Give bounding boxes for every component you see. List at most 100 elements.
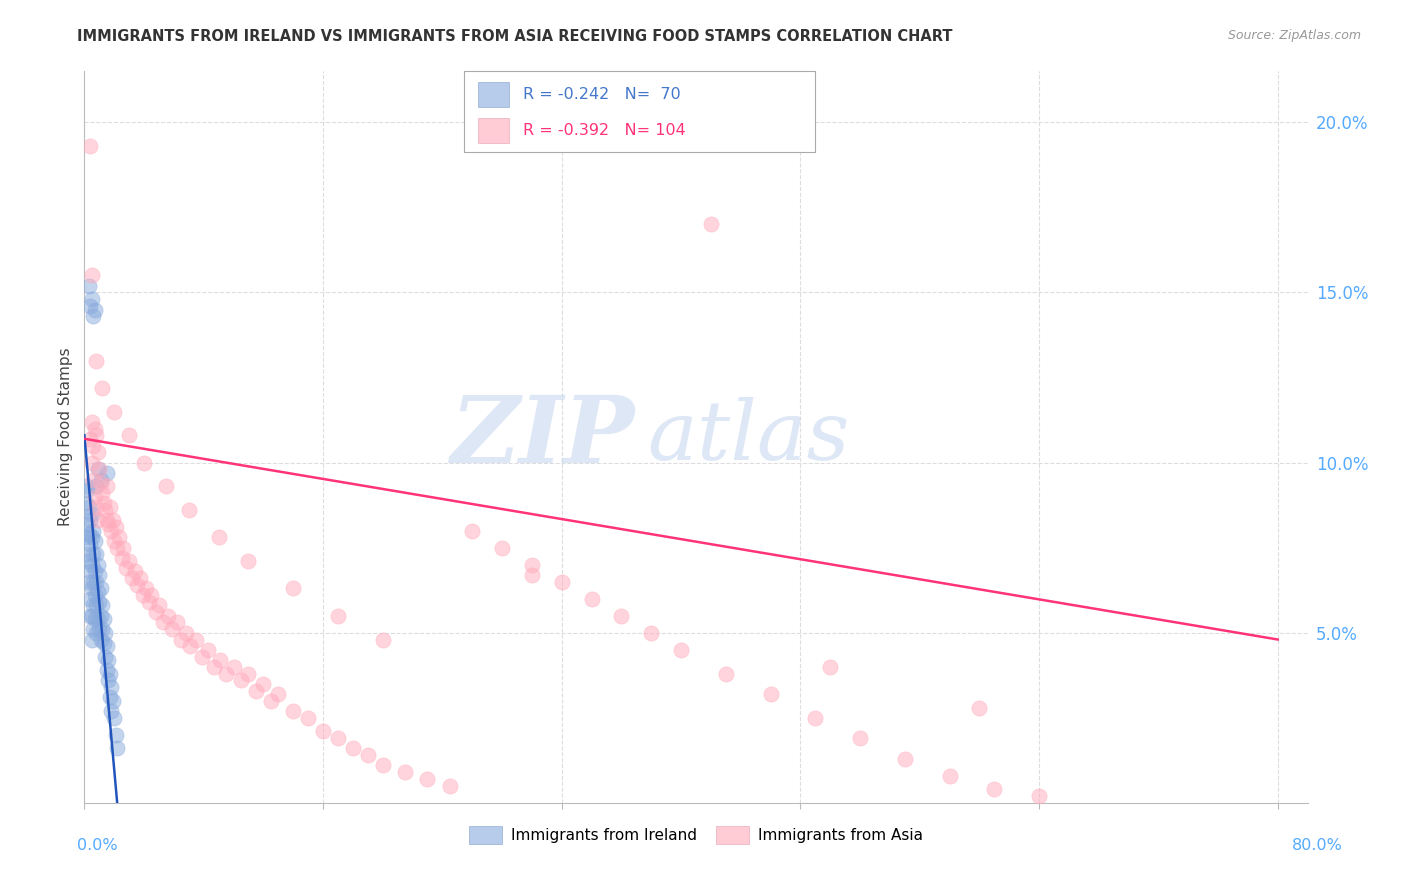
Point [267, 687, 290, 701]
Point [138, 595, 160, 609]
Point [80, 456, 103, 470]
Text: Source: ZipAtlas.com: Source: ZipAtlas.com [1227, 29, 1361, 42]
Legend: Immigrants from Ireland, Immigrants from Asia: Immigrants from Ireland, Immigrants from… [463, 820, 929, 850]
Point [80, 632, 103, 647]
Text: IMMIGRANTS FROM IRELAND VS IMMIGRANTS FROM ASIA RECEIVING FOOD STAMPS CORRELATIO: IMMIGRANTS FROM IRELAND VS IMMIGRANTS FR… [77, 29, 953, 44]
Point [202, 659, 225, 673]
Point [94, 503, 117, 517]
Text: R = -0.392   N= 104: R = -0.392 N= 104 [523, 123, 686, 137]
Point [90, 608, 112, 623]
Point [89, 622, 111, 636]
Point [90, 473, 112, 487]
Point [209, 653, 232, 667]
Point [98, 666, 121, 681]
Text: R = -0.242   N=  70: R = -0.242 N= 70 [523, 87, 681, 102]
Point [79, 513, 101, 527]
Point [103, 533, 125, 548]
Point [222, 659, 245, 673]
Point [461, 524, 484, 538]
Point [152, 615, 174, 630]
Point [89, 595, 111, 609]
Point [87, 558, 110, 572]
Point [87, 445, 110, 459]
Point [112, 541, 135, 555]
Point [326, 731, 349, 746]
Point [174, 625, 197, 640]
Point [107, 531, 129, 545]
Point [79, 432, 101, 446]
Point [82, 439, 104, 453]
Point [103, 711, 125, 725]
Point [111, 550, 134, 565]
Point [804, 711, 827, 725]
Point [101, 513, 124, 527]
Point [969, 700, 991, 714]
Point [93, 636, 115, 650]
Point [115, 561, 138, 575]
Point [80, 531, 103, 545]
Point [83, 302, 105, 317]
Point [91, 381, 114, 395]
Point [82, 574, 104, 589]
Point [75, 496, 97, 510]
Point [186, 632, 208, 647]
Point [83, 421, 105, 435]
Point [125, 578, 148, 592]
Point [80, 507, 103, 521]
Point [416, 772, 439, 786]
Point [98, 500, 121, 514]
Point [714, 666, 737, 681]
Point [87, 513, 110, 527]
Point [79, 299, 101, 313]
Point [101, 694, 124, 708]
Point [96, 479, 118, 493]
Point [82, 548, 104, 562]
Point [818, 659, 841, 673]
Point [97, 653, 120, 667]
Point [105, 741, 128, 756]
Point [96, 466, 118, 480]
Point [84, 599, 107, 613]
Point [93, 496, 115, 510]
Point [371, 758, 394, 772]
Point [76, 516, 98, 531]
Point [326, 608, 349, 623]
Point [77, 278, 100, 293]
Point [245, 683, 267, 698]
Point [520, 558, 543, 572]
Point [77, 554, 100, 568]
Point [96, 640, 118, 654]
Point [82, 622, 104, 636]
Point [90, 632, 112, 647]
Point [700, 218, 723, 232]
Point [79, 139, 101, 153]
Point [96, 663, 118, 677]
Point [759, 687, 782, 701]
Point [207, 531, 229, 545]
Point [97, 673, 120, 688]
Point [177, 503, 200, 517]
Point [118, 554, 141, 568]
Point [79, 565, 101, 579]
Point [76, 479, 98, 493]
Point [121, 571, 143, 585]
Point [191, 649, 214, 664]
Point [238, 554, 260, 568]
Point [983, 782, 1005, 797]
Point [80, 415, 103, 429]
Point [91, 486, 114, 500]
Point [132, 456, 155, 470]
Point [94, 649, 117, 664]
Point [82, 473, 104, 487]
Point [84, 428, 107, 442]
Point [93, 612, 115, 626]
Text: 80.0%: 80.0% [1292, 838, 1343, 853]
Point [894, 751, 917, 765]
Point [76, 548, 98, 562]
Point [252, 677, 274, 691]
Point [283, 582, 305, 596]
Point [141, 588, 163, 602]
Y-axis label: Receiving Food Stamps: Receiving Food Stamps [58, 348, 73, 526]
Point [84, 548, 107, 562]
Point [260, 694, 283, 708]
